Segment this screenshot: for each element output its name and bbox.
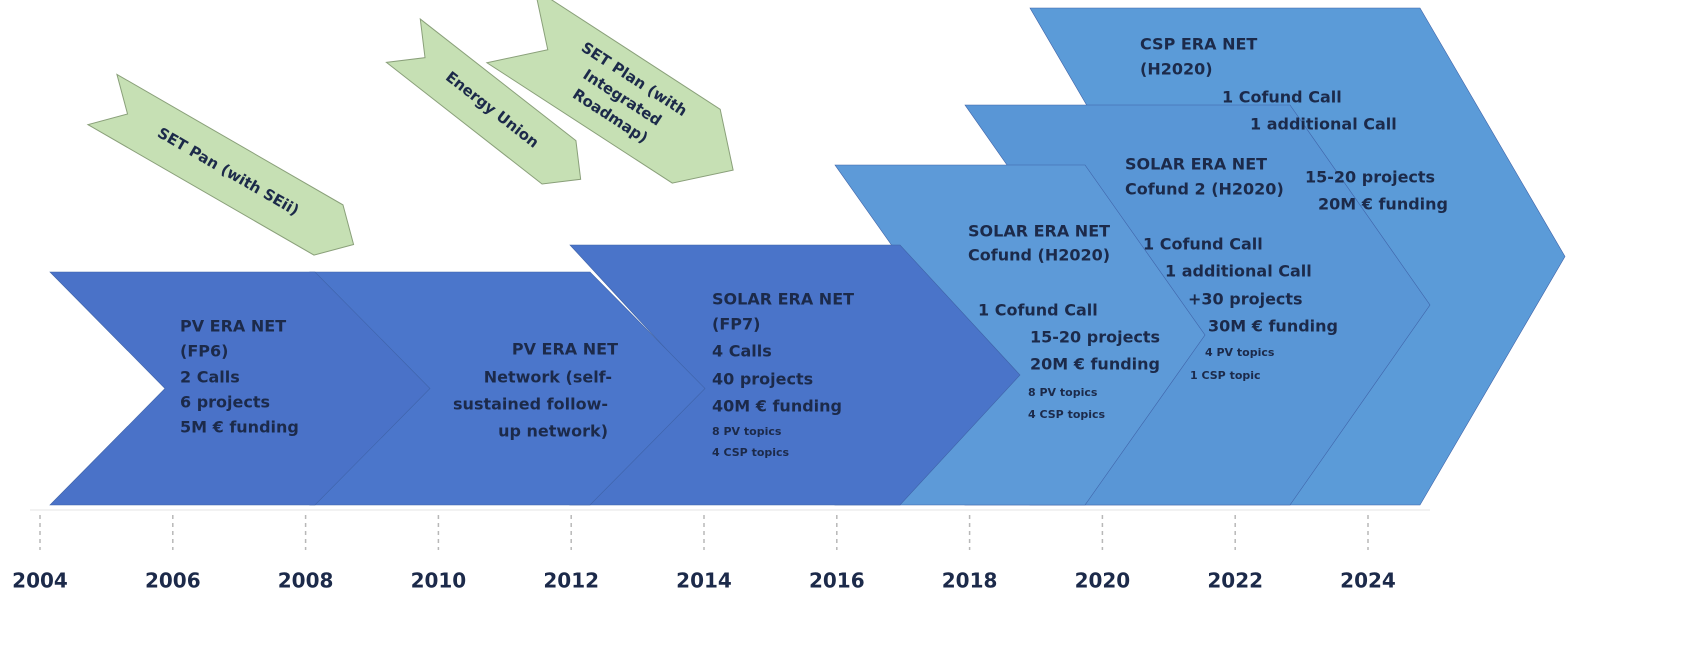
policy-arrow-shape <box>86 73 355 256</box>
phase-text: 1 Cofund Call <box>978 301 1098 320</box>
phase-text: 4 Calls <box>712 342 772 361</box>
phase-text: (FP6) <box>180 342 228 361</box>
phase-text: CSP ERA NET <box>1140 35 1257 54</box>
phase-text: 40 projects <box>712 370 813 389</box>
phase-text: 20M € funding <box>1318 195 1448 214</box>
policy-arrow-shape <box>385 17 582 185</box>
phase-text: SOLAR ERA NET <box>968 222 1110 241</box>
policy-arrow: SET Pan (with SEii) <box>86 73 355 256</box>
year-label: 2022 <box>1207 569 1263 593</box>
year-label: 2018 <box>942 569 998 593</box>
phase-text: SOLAR ERA NET <box>1125 155 1267 174</box>
phase-text: +30 projects <box>1188 290 1303 309</box>
phase-chevron <box>49 271 431 506</box>
phase-text: sustained follow- <box>453 395 608 414</box>
year-label: 2006 <box>145 569 201 593</box>
phase-text: up network) <box>498 422 608 441</box>
phase-text: 40M € funding <box>712 397 842 416</box>
phase-text: Cofund (H2020) <box>968 246 1110 265</box>
phase-text: 1 CSP topic <box>1190 369 1261 382</box>
phase-text: 1 additional Call <box>1165 262 1312 281</box>
phase-text: Cofund 2 (H2020) <box>1125 180 1284 199</box>
phase-text: 6 projects <box>180 393 270 412</box>
year-label: 2008 <box>278 569 334 593</box>
phase-text: 8 PV topics <box>1028 386 1098 399</box>
phase-text: 15-20 projects <box>1030 328 1160 347</box>
year-label: 2010 <box>411 569 467 593</box>
year-label: 2016 <box>809 569 865 593</box>
phase-text: 1 additional Call <box>1250 115 1397 134</box>
phase-text: PV ERA NET <box>180 317 286 336</box>
phase-text: 15-20 projects <box>1305 168 1435 187</box>
phase-text: 4 CSP topics <box>1028 408 1106 421</box>
year-label: 2014 <box>676 569 732 593</box>
phase-text: 1 Cofund Call <box>1143 235 1263 254</box>
phase-text: 20M € funding <box>1030 355 1160 374</box>
year-label: 2004 <box>12 569 68 593</box>
phase-text: 8 PV topics <box>712 425 782 438</box>
phase-text: 2 Calls <box>180 368 240 387</box>
phase-text: 4 CSP topics <box>712 446 790 459</box>
phase-text: PV ERA NET <box>512 340 618 359</box>
policy-arrow-shape <box>485 0 734 184</box>
phase-text: 4 PV topics <box>1205 346 1275 359</box>
phase-text: SOLAR ERA NET <box>712 290 854 309</box>
phase-text: 1 Cofund Call <box>1222 88 1342 107</box>
year-label: 2020 <box>1075 569 1131 593</box>
phase-text: (H2020) <box>1140 60 1213 79</box>
phase-text: (FP7) <box>712 315 760 334</box>
year-label: 2024 <box>1340 569 1396 593</box>
phase-text: Network (self- <box>484 368 612 387</box>
year-label: 2012 <box>543 569 599 593</box>
phase-text: 30M € funding <box>1208 317 1338 336</box>
phase-text: 5M € funding <box>180 418 299 437</box>
